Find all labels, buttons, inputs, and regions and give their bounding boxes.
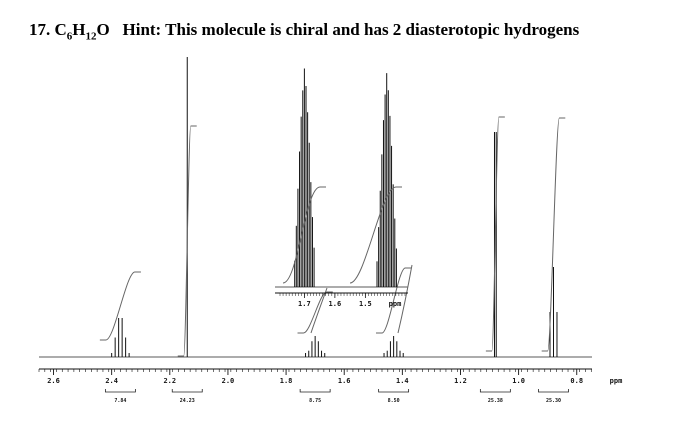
inset-integral-curve bbox=[349, 186, 402, 284]
x-tick-label: 1.8 bbox=[280, 377, 293, 385]
x-tick-label: 1.2 bbox=[454, 377, 467, 385]
x-tick-label: 2.6 bbox=[47, 377, 60, 385]
x-tick-label: 0.8 bbox=[570, 377, 583, 385]
x-tick-label: 1.0 bbox=[512, 377, 525, 385]
integral-value: 24.23 bbox=[180, 398, 195, 404]
x-tick-label: 2.4 bbox=[105, 377, 118, 385]
inset-tick-label: 1.5 bbox=[359, 300, 372, 308]
x-tick-label: 1.4 bbox=[396, 377, 409, 385]
integral-value: 25.30 bbox=[546, 398, 561, 404]
question-number: 17. bbox=[29, 20, 51, 39]
integral-bracket bbox=[479, 389, 511, 393]
inset-tick-label: 1.7 bbox=[298, 300, 311, 308]
x-tick-label: 1.6 bbox=[338, 377, 351, 385]
integral-curve bbox=[375, 267, 412, 334]
integral-curve bbox=[485, 116, 505, 352]
integral-curve bbox=[99, 271, 141, 341]
x-tick-label: 2.0 bbox=[222, 377, 235, 385]
inset-tick-label: 1.6 bbox=[329, 300, 342, 308]
x-tick-label: 2.2 bbox=[163, 377, 176, 385]
inset-connector bbox=[310, 287, 328, 334]
molecular-formula: C6H12O bbox=[54, 20, 110, 43]
question-title: 17. C6H12O Hint: This molecule is chiral… bbox=[29, 20, 579, 42]
integral-curve bbox=[297, 291, 333, 334]
question-hint: Hint: This molecule is chiral and has 2 … bbox=[122, 20, 580, 39]
inset-integral-curve bbox=[282, 186, 326, 284]
integral-value: 8.75 bbox=[309, 398, 321, 404]
integral-value: 7.84 bbox=[114, 398, 126, 404]
integral-bracket bbox=[104, 389, 136, 393]
integral-bracket bbox=[538, 389, 569, 393]
integral-bracket bbox=[378, 389, 410, 393]
integral-bracket bbox=[299, 389, 331, 393]
integral-value: 8.50 bbox=[388, 398, 400, 404]
integral-curve bbox=[541, 117, 566, 352]
integral-value: 25.38 bbox=[488, 398, 503, 404]
integral-curve bbox=[177, 125, 197, 357]
inset-axis-label: ppm bbox=[389, 300, 402, 308]
integral-bracket bbox=[171, 389, 203, 393]
inset-connector bbox=[397, 264, 413, 334]
x-axis-label: ppm bbox=[610, 377, 623, 385]
